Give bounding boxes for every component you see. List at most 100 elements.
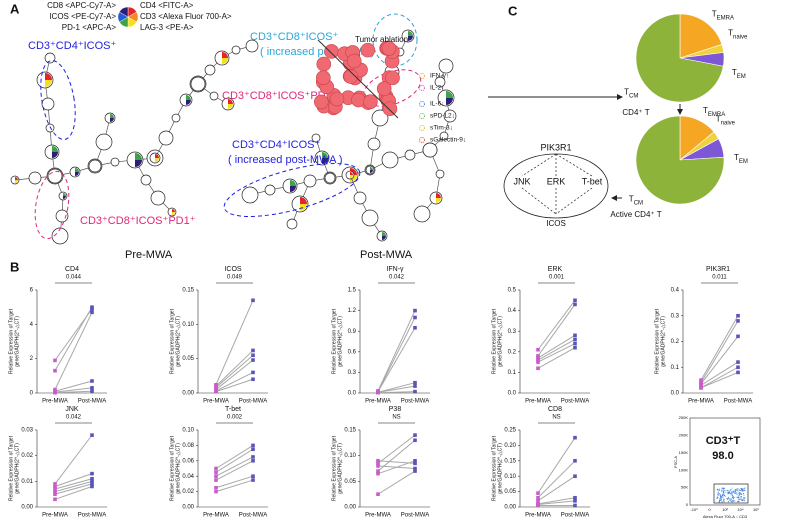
tree-node xyxy=(41,97,55,111)
node-wedge xyxy=(155,154,159,158)
data-point xyxy=(536,366,540,371)
pair-line xyxy=(215,460,254,481)
flow-event xyxy=(718,497,721,500)
y-axis-label: gene/GADPH(2^-△CT) xyxy=(337,316,343,367)
y-tick-label: 0.2 xyxy=(508,349,517,355)
node-wedge xyxy=(446,98,453,105)
flow-event xyxy=(724,495,726,498)
data-point xyxy=(214,478,218,482)
y-tick-label: 1.5 xyxy=(348,288,357,294)
pie-label-main: T xyxy=(703,106,708,115)
pair-line xyxy=(377,382,416,393)
flow-event xyxy=(718,488,720,490)
tree-node xyxy=(190,76,206,92)
flow-event xyxy=(727,496,729,498)
tumor-cell xyxy=(316,56,332,72)
flow-event xyxy=(730,489,732,491)
flow-event xyxy=(741,499,744,501)
flow-event xyxy=(736,493,738,495)
chart-title: CD8 xyxy=(548,406,562,413)
flow-event xyxy=(737,496,739,498)
pair-line xyxy=(215,350,254,387)
pair-line xyxy=(537,497,576,505)
flow-x-tick-label: -10³ xyxy=(690,507,698,512)
data-point xyxy=(214,489,218,494)
comparison-label: NS xyxy=(392,415,400,421)
data-point xyxy=(699,383,703,388)
pair-line xyxy=(215,456,254,477)
y-tick-label: 0.3 xyxy=(671,313,680,319)
flow-event xyxy=(722,487,724,489)
tree-node xyxy=(171,113,181,123)
y-tick-label: 0 xyxy=(30,391,34,397)
tree-node xyxy=(209,91,219,101)
pathway-link xyxy=(555,187,593,215)
data-point xyxy=(251,443,255,448)
data-point xyxy=(413,438,417,443)
data-point xyxy=(90,484,94,489)
y-tick-label: 0.05 xyxy=(504,489,516,495)
chart-title: JNK xyxy=(65,406,79,413)
flow-event xyxy=(717,491,719,493)
y-tick-label: 0.10 xyxy=(182,428,194,434)
pair-line xyxy=(54,380,93,392)
node-wedge xyxy=(186,100,191,105)
chart-title: PIK3R1 xyxy=(706,266,730,273)
tumor-cell xyxy=(363,94,378,109)
flow-event xyxy=(743,494,745,496)
flow-event xyxy=(720,497,722,499)
tree-annotation: CD3⁺CD4⁺ICOS⁺ xyxy=(232,139,321,151)
pie-label: Tnaive xyxy=(728,29,748,40)
highlight-region xyxy=(40,60,76,140)
data-point xyxy=(251,348,255,353)
panel-label: B xyxy=(10,259,19,274)
y-tick-label: 0.10 xyxy=(182,322,194,328)
y-tick-label: 0.00 xyxy=(344,505,356,511)
chart-title: IFN-γ xyxy=(386,266,404,273)
tumor-cell xyxy=(381,41,397,56)
cytokine-icon xyxy=(419,73,425,79)
flow-value: 98.0 xyxy=(712,450,733,462)
data-point xyxy=(376,461,380,466)
flow-event xyxy=(722,494,724,496)
cytokine-label: sTim-3↓ xyxy=(430,125,453,132)
y-axis-label: gene/GADPH(2^-△CT) xyxy=(337,443,343,494)
data-point xyxy=(573,337,577,342)
pair-line xyxy=(377,317,416,392)
pie-label-sub: CM xyxy=(634,200,643,206)
cytokine-icon xyxy=(419,85,425,91)
tree-node xyxy=(231,45,241,55)
tree-node xyxy=(88,159,102,173)
y-axis-label: Relative Expression of Target xyxy=(8,308,14,374)
flow-event xyxy=(734,496,736,498)
x-tick-label: Post-MWA xyxy=(561,399,589,405)
y-axis-label: Relative Expression of Target xyxy=(169,308,175,374)
y-tick-label: 0.25 xyxy=(504,428,516,434)
flow-event xyxy=(738,498,740,500)
x-tick-label: Post-MWA xyxy=(561,513,589,519)
data-point xyxy=(53,484,57,489)
tree-node xyxy=(443,109,457,123)
pie-caption: Active CD4⁺ T xyxy=(610,210,661,219)
pair-line xyxy=(700,336,739,385)
cytokine-label: sPD-L2↓ xyxy=(430,113,455,120)
node-wedge xyxy=(446,91,453,98)
flow-event xyxy=(731,494,734,496)
data-point xyxy=(573,503,577,508)
x-tick-label: Pre-MWA xyxy=(525,513,551,519)
highlight-region xyxy=(34,170,70,240)
flow-event xyxy=(720,499,722,501)
data-point xyxy=(251,459,255,463)
data-point xyxy=(413,433,417,437)
pathway-top: PIK3R1 xyxy=(540,142,571,152)
pair-line xyxy=(215,371,254,392)
cytokine-label: IFN-γ↑ xyxy=(430,73,449,80)
flow-x-label: Alexa Fluor 700-A :: CD3 xyxy=(703,514,748,519)
tree-annotation: Pre-MWA xyxy=(125,249,173,261)
flow-event xyxy=(732,497,735,499)
pair-line xyxy=(54,480,93,493)
flow-event xyxy=(718,489,721,491)
node-wedge xyxy=(52,146,58,152)
node-wedge xyxy=(15,177,18,180)
tree-node xyxy=(361,209,379,227)
